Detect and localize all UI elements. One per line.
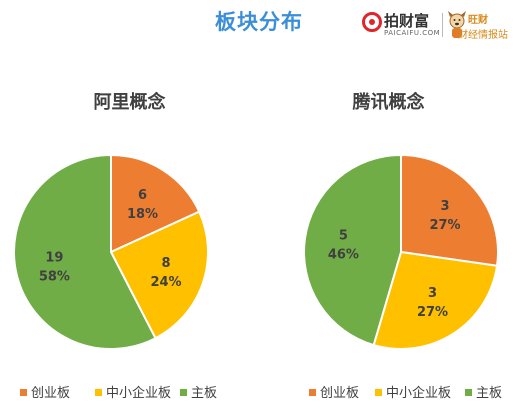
data-label-value: 5 bbox=[339, 229, 348, 244]
legend-swatch bbox=[309, 389, 316, 396]
legend-swatch bbox=[465, 389, 472, 396]
data-label-percent: 18% bbox=[127, 207, 158, 222]
data-label-value: 6 bbox=[138, 188, 147, 203]
dog-mascot-icon bbox=[448, 11, 466, 38]
pie-slice-zhongxiao bbox=[109, 210, 209, 340]
data-label-percent: 27% bbox=[429, 218, 460, 233]
legend-swatch bbox=[180, 389, 187, 396]
data-label-value: 19 bbox=[45, 251, 63, 266]
data-label-value: 8 bbox=[161, 256, 170, 271]
data-label-value: 3 bbox=[428, 286, 437, 301]
pie-slice-zhuban bbox=[303, 153, 402, 347]
partner-subtitle: 财经情报站 bbox=[458, 30, 508, 41]
data-label-percent: 27% bbox=[417, 305, 448, 320]
legend-label: 中小企业板 bbox=[386, 385, 451, 401]
pie-slice-chuangye bbox=[400, 153, 499, 267]
pie-slice-zhongxiao bbox=[372, 250, 499, 350]
brand-divider bbox=[442, 13, 443, 37]
data-label-percent: 58% bbox=[39, 270, 70, 285]
data-label-value: 3 bbox=[440, 199, 449, 214]
legend-swatch bbox=[20, 389, 27, 396]
chart-title: 腾讯概念 bbox=[352, 92, 425, 113]
legend-swatch bbox=[95, 389, 102, 396]
brand-domain: PAICAIFU.COM bbox=[384, 29, 441, 37]
brand-name: 拍财富 bbox=[384, 12, 430, 30]
legend-label: 中小企业板 bbox=[106, 385, 171, 401]
partner-name: 旺财 bbox=[468, 15, 488, 26]
chart-title: 阿里概念 bbox=[93, 92, 166, 113]
data-label-percent: 46% bbox=[328, 248, 359, 263]
page-title: 板块分布 bbox=[215, 10, 303, 34]
brand-logo: 拍财富 PAICAIFU.COM 旺财 财经情报站 bbox=[362, 10, 512, 42]
pie-chart-tencent: 3 27% 3 27% 5 46% 创业板 中小企业板 主板 bbox=[303, 153, 502, 401]
legend-swatch bbox=[375, 389, 382, 396]
legend-label: 主板 bbox=[191, 386, 217, 401]
pie-slice-zhuban bbox=[13, 153, 157, 350]
paicaifu-logo-icon bbox=[362, 12, 382, 32]
pie-chart-ali: 6 18% 8 24% 19 58% 创业板 中小企业板 主板 bbox=[13, 153, 217, 401]
pie-slice-chuangye bbox=[110, 153, 201, 254]
legend-label: 创业板 bbox=[31, 386, 70, 401]
legend-label: 主板 bbox=[476, 386, 502, 401]
data-label-percent: 24% bbox=[150, 275, 181, 290]
legend-label: 创业板 bbox=[320, 386, 359, 401]
